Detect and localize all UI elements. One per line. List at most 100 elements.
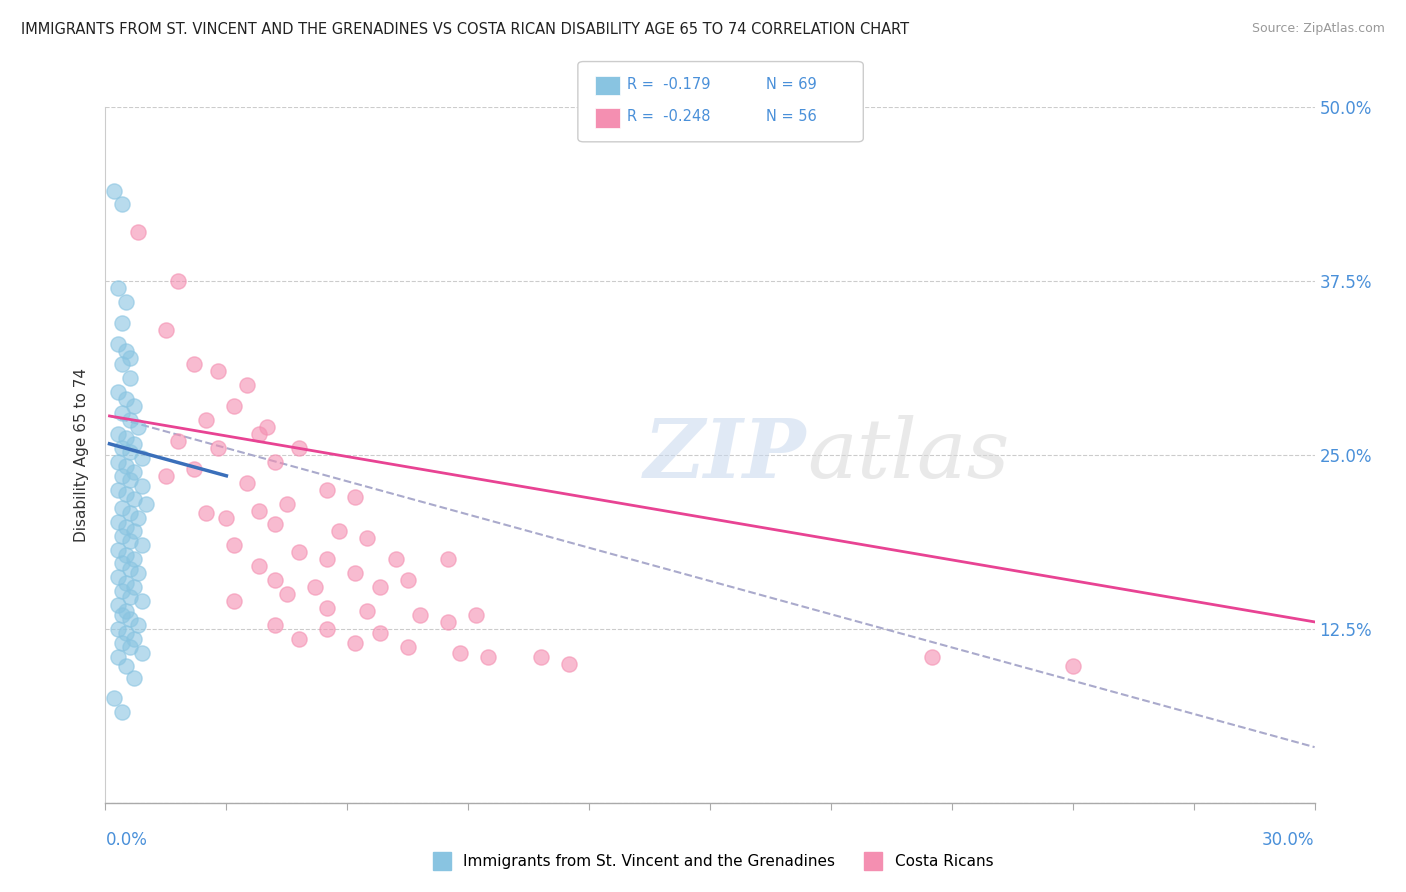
Point: [118, 371, 141, 385]
Point: [477, 649, 499, 664]
Point: [316, 622, 339, 636]
Point: [127, 617, 149, 632]
Text: atlas: atlas: [807, 415, 1010, 495]
Point: [288, 441, 311, 455]
Point: [114, 548, 136, 562]
Point: [304, 580, 326, 594]
Point: [183, 358, 205, 372]
Point: [1062, 659, 1084, 673]
Point: [131, 594, 153, 608]
Text: R =  -0.179: R = -0.179: [627, 78, 710, 92]
Point: [122, 671, 145, 685]
Point: [316, 483, 339, 497]
Point: [114, 604, 136, 618]
Point: [107, 542, 129, 557]
Point: [368, 626, 391, 640]
Point: [118, 612, 141, 626]
Point: [316, 552, 339, 566]
Point: [122, 580, 145, 594]
Point: [114, 294, 136, 309]
Point: [167, 274, 190, 288]
Point: [247, 427, 270, 442]
Point: [235, 378, 257, 392]
Point: [114, 392, 136, 407]
Point: [107, 598, 129, 612]
Point: [449, 646, 471, 660]
Point: [127, 566, 149, 581]
Text: R =  -0.248: R = -0.248: [627, 110, 710, 124]
Point: [207, 364, 229, 378]
Point: [256, 420, 278, 434]
Point: [288, 545, 311, 559]
Point: [235, 475, 257, 490]
Point: [114, 626, 136, 640]
Point: [263, 573, 285, 587]
Point: [114, 520, 136, 534]
Point: [396, 640, 419, 654]
Point: [921, 649, 943, 664]
Point: [114, 431, 136, 445]
Point: [263, 617, 285, 632]
Point: [122, 632, 145, 646]
Point: [107, 515, 129, 529]
Point: [131, 478, 153, 492]
Text: Source: ZipAtlas.com: Source: ZipAtlas.com: [1251, 22, 1385, 36]
Text: IMMIGRANTS FROM ST. VINCENT AND THE GRENADINES VS COSTA RICAN DISABILITY AGE 65 : IMMIGRANTS FROM ST. VINCENT AND THE GREN…: [21, 22, 910, 37]
Point: [224, 399, 246, 413]
Point: [465, 607, 488, 622]
Point: [110, 557, 132, 571]
Point: [437, 552, 460, 566]
Point: [122, 492, 145, 507]
Point: [107, 336, 129, 351]
Y-axis label: Disability Age 65 to 74: Disability Age 65 to 74: [75, 368, 90, 542]
Point: [127, 510, 149, 524]
Text: 30.0%: 30.0%: [1263, 831, 1315, 849]
Point: [356, 532, 378, 546]
Point: [224, 594, 246, 608]
Point: [288, 632, 311, 646]
Point: [114, 458, 136, 473]
Point: [110, 316, 132, 330]
Point: [107, 570, 129, 584]
Point: [114, 576, 136, 591]
Point: [107, 483, 129, 497]
Point: [118, 445, 141, 459]
Point: [110, 406, 132, 420]
Point: [107, 622, 129, 636]
Point: [118, 351, 141, 365]
Point: [276, 587, 298, 601]
Point: [127, 420, 149, 434]
Point: [118, 473, 141, 487]
Point: [114, 343, 136, 358]
Point: [328, 524, 350, 539]
Point: [530, 649, 553, 664]
Point: [107, 427, 129, 442]
Point: [155, 323, 177, 337]
Point: [344, 636, 367, 650]
Point: [107, 455, 129, 469]
Point: [344, 490, 367, 504]
Point: [558, 657, 581, 671]
Point: [316, 601, 339, 615]
Point: [122, 552, 145, 566]
Point: [122, 465, 145, 479]
Point: [118, 562, 141, 576]
Text: 0.0%: 0.0%: [105, 831, 148, 849]
Legend: Immigrants from St. Vincent and the Grenadines, Costa Ricans: Immigrants from St. Vincent and the Gren…: [420, 848, 1000, 875]
Point: [118, 534, 141, 549]
Point: [114, 659, 136, 673]
Point: [247, 559, 270, 574]
Point: [110, 500, 132, 515]
Point: [263, 517, 285, 532]
Text: N = 56: N = 56: [766, 110, 817, 124]
Point: [110, 197, 132, 211]
Point: [215, 510, 238, 524]
Point: [224, 538, 246, 552]
Point: [409, 607, 432, 622]
Point: [110, 607, 132, 622]
Point: [110, 584, 132, 599]
Point: [127, 225, 149, 239]
Point: [110, 468, 132, 483]
Point: [356, 604, 378, 618]
Point: [396, 573, 419, 587]
